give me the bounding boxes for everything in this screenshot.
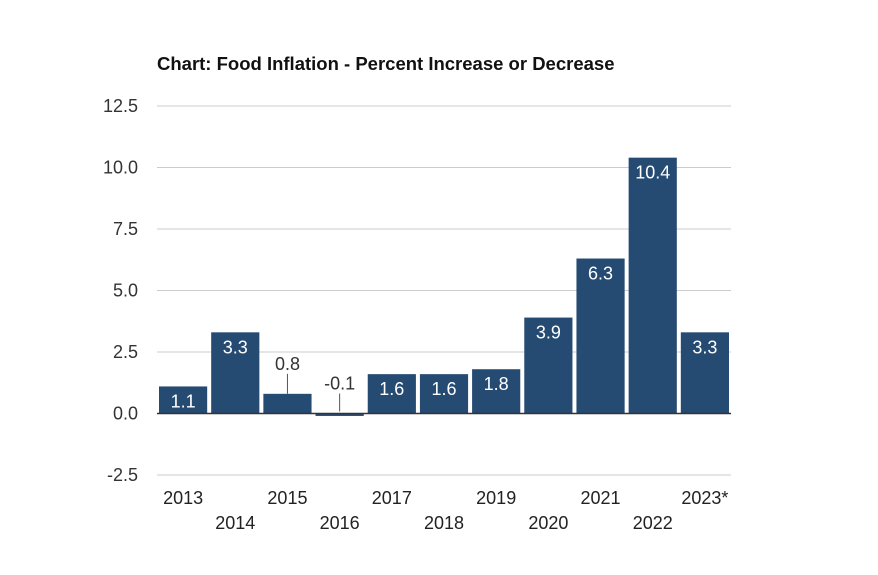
y-tick-label: 5.0 [113,281,138,301]
x-category-label: 2015 [267,488,307,508]
data-label: 0.8 [275,354,300,374]
data-label: 1.6 [379,379,404,399]
bar [367,374,416,414]
bar [211,332,260,414]
chart-title: Chart: Food Inflation - Percent Increase… [157,53,615,74]
bar [315,413,364,416]
x-category-label: 2014 [215,513,255,533]
y-tick-label: 10.0 [103,158,138,178]
data-label: -0.1 [324,374,355,394]
bar [263,393,312,414]
x-category-label: 2016 [320,513,360,533]
y-axis-tick-labels: -2.5 0.0 2.5 5.0 7.5 10.0 12.5 [103,96,138,485]
bar [576,258,625,414]
bar [628,157,677,414]
data-labels: 1.1 3.3 0.8 -0.1 1.6 1.6 1.8 3.9 6.3 10.4 3.3 [171,163,718,412]
bar [680,332,729,414]
y-tick-label: 12.5 [103,96,138,116]
y-tick-label: 0.0 [113,404,138,424]
bars [159,157,729,416]
data-label: 6.3 [588,264,613,284]
x-category-label: 2021 [581,488,621,508]
x-category-label: 2023* [681,488,728,508]
data-label: 1.1 [171,391,196,411]
data-label: 1.6 [431,379,456,399]
y-tick-label: -2.5 [107,465,138,485]
data-label: 3.3 [692,337,717,357]
data-label: 1.8 [484,374,509,394]
data-label: 10.4 [635,163,670,183]
bar [524,317,573,414]
y-tick-label: 7.5 [113,219,138,239]
x-category-label: 2022 [633,513,673,533]
x-category-label: 2017 [372,488,412,508]
x-category-label: 2020 [528,513,568,533]
y-tick-label: 2.5 [113,342,138,362]
x-category-label: 2019 [476,488,516,508]
x-category-label: 2013 [163,488,203,508]
bar [159,386,208,414]
bar [419,374,469,414]
data-label: 3.9 [536,323,561,343]
data-label: 3.3 [223,337,248,357]
bar [472,369,521,414]
label-leaders [286,373,341,412]
x-category-label: 2018 [424,513,464,533]
x-axis-category-labels: 2013 2014 2015 2016 2017 2018 2019 2020 2021 2022… [163,488,728,533]
